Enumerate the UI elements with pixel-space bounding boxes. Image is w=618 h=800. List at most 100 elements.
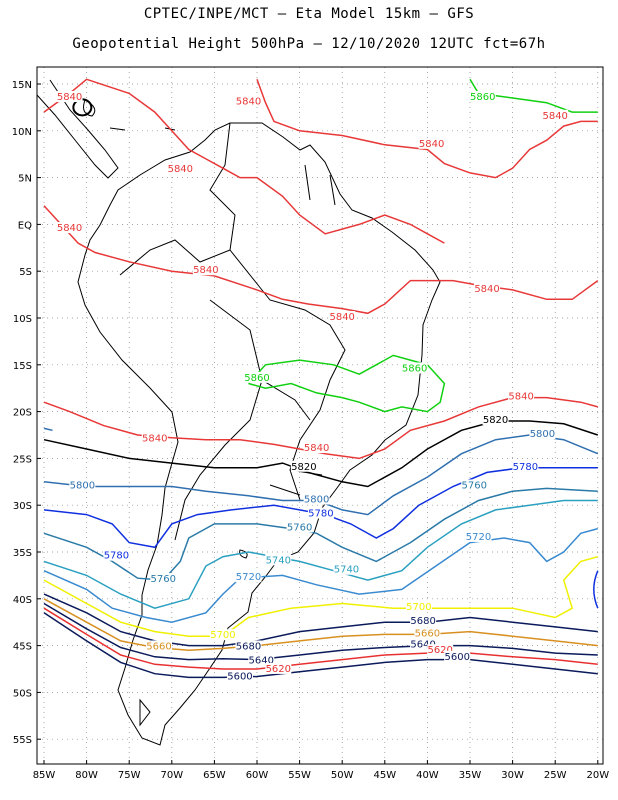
contour-label: 5780 <box>513 462 538 473</box>
lon-tick-label: 30W <box>501 770 524 781</box>
lat-tick-label: 40S <box>13 595 32 606</box>
contour-label-bg <box>290 460 317 472</box>
lat-lon-grid <box>37 67 603 764</box>
contour-label-bg <box>427 644 454 656</box>
contour-label: 5840 <box>542 111 567 122</box>
lat-tick-label: 5S <box>19 267 32 278</box>
contour-label: 5860 <box>244 373 269 384</box>
lat-tick-label: 30S <box>13 501 32 512</box>
contour-line <box>43 434 599 516</box>
contour-label-bg <box>401 362 428 374</box>
contour-line <box>43 527 598 623</box>
contour-label-bg <box>150 573 177 585</box>
lon-tick-label: 60W <box>246 770 269 781</box>
contour-label-bg <box>146 640 173 652</box>
lon-tick-label: 45W <box>373 770 396 781</box>
contour-line <box>43 427 53 432</box>
contour-label-bg <box>542 109 569 121</box>
contour-label: 5620 <box>427 645 452 656</box>
south-america-coast <box>77 122 441 746</box>
contour-label: 5820 <box>483 415 508 426</box>
contour-line <box>43 607 598 670</box>
contour-label-bg <box>244 371 270 383</box>
contour-label: 5840 <box>419 139 444 150</box>
lat-tick-label: 5N <box>18 174 32 185</box>
country-borders <box>119 122 346 541</box>
contour-label: 5860 <box>402 363 427 374</box>
lat-tick-label: 10N <box>12 127 32 138</box>
contour-label: 5840 <box>329 312 354 323</box>
contour-label: 5780 <box>104 551 129 562</box>
contour-label: 5760 <box>151 574 176 585</box>
lat-tick-label: 15N <box>12 80 32 91</box>
lon-tick-label: 70W <box>160 770 183 781</box>
contour-label-bg <box>418 137 445 149</box>
lon-tick-label: 40W <box>416 770 439 781</box>
contour-label-bg <box>167 163 194 175</box>
lat-tick-label: EQ <box>18 220 32 231</box>
caribbean-islands <box>83 99 176 131</box>
contour-label: 5720 <box>236 572 261 583</box>
contour-line <box>43 612 598 679</box>
contour-label-bg <box>265 662 292 674</box>
lat-tick-label: 25S <box>13 454 32 465</box>
lon-tick-label: 75W <box>118 770 141 781</box>
plot-frame <box>36 66 604 765</box>
contour-label: 5640 <box>249 656 274 667</box>
contour-label: 5660 <box>146 641 171 652</box>
contour-label: 5840 <box>236 97 261 108</box>
contour-label: 5840 <box>193 265 218 276</box>
contour-label-bg <box>303 493 330 505</box>
lat-tick-label: 10S <box>13 314 32 325</box>
contour-label-bg <box>69 479 96 491</box>
lat-tick-label: 55S <box>13 735 32 746</box>
contour-label: 5740 <box>334 565 359 576</box>
contour-label: 5840 <box>508 392 533 403</box>
contour-label: 5840 <box>304 443 329 454</box>
contour-label-bg <box>103 549 130 561</box>
lat-tick-label: 45S <box>13 642 32 653</box>
contour-label-bg <box>333 563 360 575</box>
lat-tick-label: 15S <box>13 361 32 372</box>
contour-label-bg <box>248 654 275 666</box>
contour-label: 5860 <box>470 92 495 103</box>
lon-tick-label: 85W <box>33 770 56 781</box>
central-america-coast <box>37 79 119 179</box>
contour-line <box>43 78 445 244</box>
contour-label-bg <box>444 650 471 662</box>
contour-label: 5720 <box>466 532 491 543</box>
contour-label: 5740 <box>266 555 291 566</box>
contour-label-bg <box>410 638 437 650</box>
contour-label-bg <box>265 554 292 566</box>
lon-tick-label: 80W <box>75 770 98 781</box>
contour-line <box>247 354 446 413</box>
contour-label-bg <box>461 479 488 491</box>
contour-label: 5640 <box>410 640 435 651</box>
contour-line <box>43 593 598 647</box>
contour-label-bg <box>508 390 535 402</box>
contour-label-bg <box>414 627 441 639</box>
contour-label-bg <box>307 507 334 519</box>
contour-label: 5680 <box>410 616 435 627</box>
contour-line <box>43 598 598 652</box>
contour-label-bg <box>235 571 262 583</box>
contour-label: 5700 <box>406 602 431 613</box>
contour-label: 5680 <box>236 641 261 652</box>
contour-line <box>43 555 598 637</box>
lon-tick-label: 25W <box>544 770 567 781</box>
contour-label-bg <box>192 264 219 276</box>
contour-line <box>593 570 599 609</box>
contour-label: 5600 <box>227 671 252 682</box>
contour-label: 5800 <box>70 480 95 491</box>
contour-labels: 5840 5840 5840 5840 5840 5860 5840 5840 5840 5840… <box>56 91 569 682</box>
contour-label-bg <box>141 432 168 444</box>
contour-label: 5800 <box>530 429 555 440</box>
contour-label-bg <box>329 311 356 322</box>
lon-tick-label: 20W <box>586 770 609 781</box>
title-line-1: CPTEC/INPE/MCT – Eta Model 15km – GFS <box>143 6 475 22</box>
contour-label-bg <box>474 282 501 294</box>
title-line-2: Geopotential Height 500hPa – 12/10/2020 … <box>72 36 546 52</box>
contour-label: 5780 <box>308 509 333 520</box>
contour-label: 5840 <box>168 164 193 175</box>
